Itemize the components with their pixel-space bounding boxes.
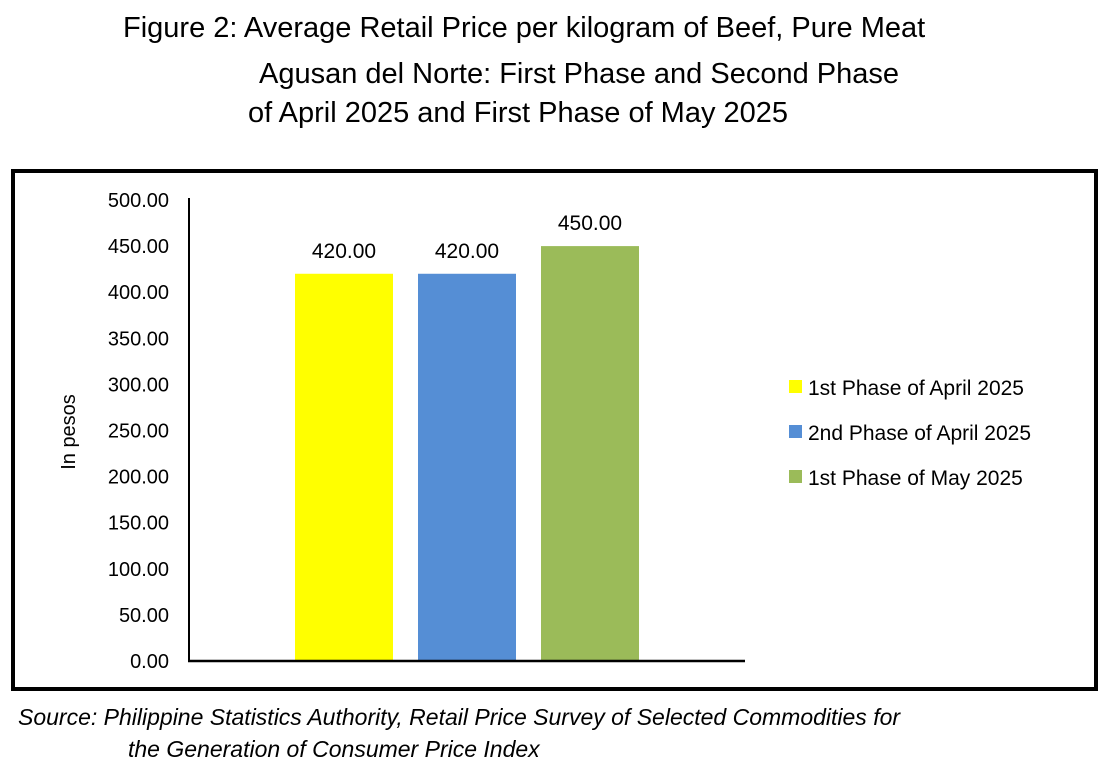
y-tick-label: 400.00 (108, 282, 169, 304)
bar (418, 273, 516, 661)
bar-value-label: 420.00 (435, 240, 499, 263)
bar-value-label: 450.00 (558, 212, 622, 235)
chart-title-line-1: Figure 2: Average Retail Price per kilog… (123, 12, 926, 44)
chart-title-line-3: of April 2025 and First Phase of May 202… (248, 97, 789, 129)
legend-swatch (789, 425, 802, 438)
y-tick-label: 150.00 (108, 513, 169, 535)
y-tick-label: 500.00 (108, 190, 169, 212)
chart-title-line-2: Agusan del Norte: First Phase and Second… (259, 58, 899, 90)
y-axis-title: In pesos (58, 394, 80, 470)
bar (295, 273, 393, 661)
y-tick-label: 50.00 (119, 605, 169, 627)
bar-value-label: 420.00 (312, 240, 376, 263)
y-tick-label: 300.00 (108, 374, 169, 396)
legend-label: 1st Phase of May 2025 (808, 467, 1023, 490)
y-tick-label: 0.00 (130, 651, 169, 673)
legend-label: 2nd Phase of April 2025 (808, 422, 1031, 445)
y-tick-label: 350.00 (108, 328, 169, 350)
bar (541, 246, 639, 661)
chart-frame (11, 169, 1098, 691)
legend-label: 1st Phase of April 2025 (808, 377, 1024, 400)
legend-swatch (789, 470, 802, 483)
y-tick-label: 200.00 (108, 467, 169, 489)
y-tick-label: 100.00 (108, 559, 169, 581)
source-note-line-1: Source: Philippine Statistics Authority,… (18, 704, 901, 730)
y-tick-label: 450.00 (108, 236, 169, 258)
legend-swatch (789, 380, 802, 393)
source-note-line-2: the Generation of Consumer Price Index (128, 736, 540, 762)
y-tick-label: 250.00 (108, 421, 169, 443)
